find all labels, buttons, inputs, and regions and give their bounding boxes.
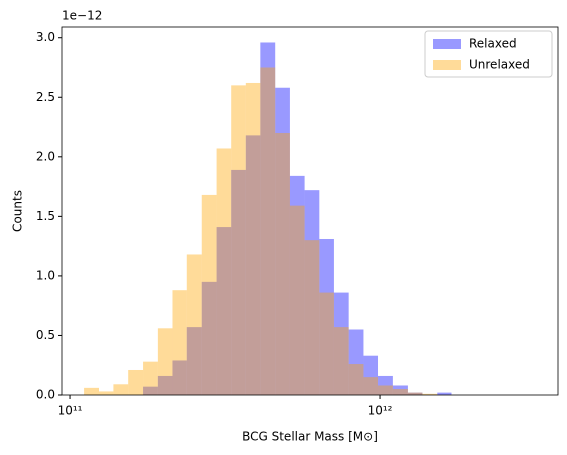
bar [275, 132, 290, 395]
bar [157, 328, 173, 395]
legend-label: Unrelaxed [469, 58, 530, 72]
y-tick-label: 1.5 [36, 209, 55, 223]
y-tick-label: 1.0 [36, 268, 55, 282]
bar [216, 148, 232, 395]
bar [201, 194, 217, 395]
bar [422, 393, 438, 395]
bar [363, 355, 379, 395]
y-tick-label: 2.0 [36, 149, 55, 163]
bar [231, 169, 246, 395]
bar [157, 375, 173, 395]
bar [304, 240, 320, 395]
bar [333, 327, 349, 395]
bar [392, 385, 408, 395]
y-tick-label: 3.0 [36, 30, 55, 44]
bar [143, 386, 158, 395]
bar [143, 361, 158, 395]
bar [84, 387, 100, 395]
y-tick-label: 0.0 [36, 388, 55, 402]
bar [245, 82, 261, 395]
bar [378, 375, 393, 395]
x-tick-label: 10¹² [368, 404, 393, 418]
bar [289, 175, 305, 395]
bar [392, 389, 408, 395]
y-tick-label: 0.5 [36, 328, 55, 342]
legend-swatch [433, 39, 461, 49]
bar [245, 135, 261, 395]
bar [260, 42, 276, 395]
bar [333, 292, 349, 395]
bar [99, 391, 114, 395]
bar [275, 87, 290, 396]
legend-label: Relaxed [469, 37, 517, 51]
bar [260, 67, 276, 395]
bar [128, 369, 144, 395]
x-axis-label: BCG Stellar Mass [M⊙] [242, 430, 378, 444]
y-axis-label: Counts [11, 190, 25, 232]
legend-box [424, 30, 553, 78]
bar [231, 85, 246, 395]
bar [407, 392, 423, 395]
bar [348, 364, 364, 395]
y-offset-label: 1e−12 [62, 9, 102, 23]
legend-swatch [433, 60, 461, 70]
bar [304, 190, 320, 395]
bar [289, 205, 305, 395]
bar [348, 329, 364, 395]
bar [113, 384, 129, 395]
bar [216, 227, 232, 395]
bar [186, 327, 202, 395]
plot-frame [61, 26, 559, 396]
bar [319, 292, 334, 395]
bar [172, 360, 187, 395]
bar [201, 281, 217, 395]
bar [378, 385, 393, 395]
bar [437, 392, 452, 395]
bar [407, 392, 423, 395]
y-tick-label: 2.5 [36, 90, 55, 104]
bar [363, 377, 379, 395]
bar [186, 254, 202, 395]
x-tick-label: 10¹¹ [58, 404, 83, 418]
bar [319, 238, 334, 395]
bar [172, 290, 187, 395]
